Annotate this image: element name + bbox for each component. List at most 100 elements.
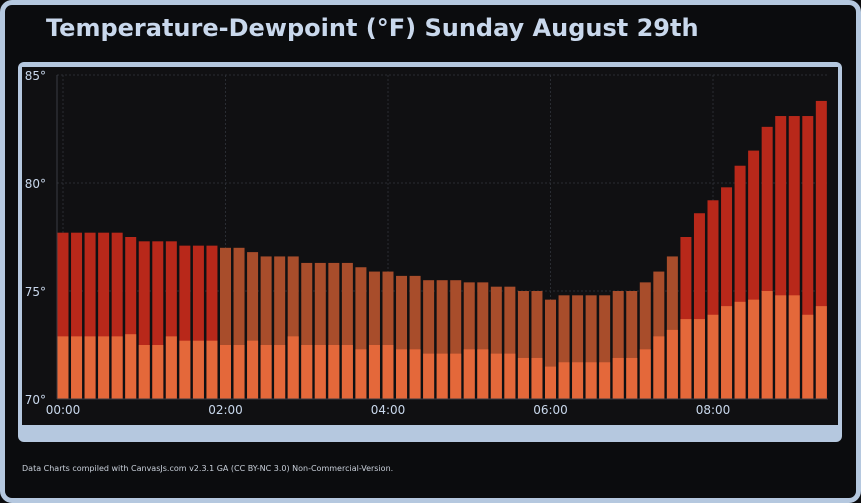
dewpoint-bar — [721, 306, 733, 399]
temperature-bar — [517, 291, 529, 399]
dewpoint-bar — [152, 345, 164, 399]
temperature-bar — [504, 286, 516, 399]
temperature-bar — [274, 256, 286, 399]
dewpoint-bar — [748, 299, 760, 399]
temperature-bar — [666, 256, 678, 399]
temperature-bar — [531, 291, 543, 399]
temperature-bar — [734, 165, 746, 399]
dewpoint-bar — [57, 336, 69, 399]
temperature-bar — [545, 299, 556, 399]
dewpoint-bar — [450, 353, 462, 399]
dewpoint-bar — [111, 336, 123, 399]
dewpoint-bar — [734, 301, 746, 399]
temperature-bar — [477, 282, 489, 399]
temperature-bar — [721, 187, 733, 399]
temperature-series — [57, 100, 827, 400]
dewpoint-bar — [355, 349, 367, 399]
axes — [56, 75, 828, 400]
temperature-bar — [111, 232, 123, 399]
temperature-bar — [179, 245, 191, 399]
temperature-bar — [287, 256, 299, 399]
temperature-bar — [192, 245, 204, 399]
dewpoint-bar — [599, 362, 611, 399]
temperature-bar — [71, 232, 83, 399]
temperature-bar — [355, 267, 367, 399]
dewpoint-bar — [802, 314, 814, 399]
temperature-bar — [680, 237, 692, 399]
dewpoint-bar — [179, 340, 191, 399]
dewpoint-bar — [585, 362, 597, 399]
y-tick-label: 70° — [25, 393, 46, 407]
temperature-bar — [98, 232, 110, 399]
temperature-bar — [490, 286, 502, 399]
temperature-bar — [220, 247, 231, 399]
credits-footer: Data Charts compiled with CanvasJs.com v… — [22, 464, 394, 473]
y-tick-label: 75° — [25, 285, 46, 299]
dewpoint-bar — [98, 336, 110, 399]
temperature-bar — [409, 275, 421, 399]
temperature-bar — [626, 291, 638, 399]
dewpoint-bar — [558, 362, 570, 399]
dewpoint-bar — [775, 295, 787, 399]
x-tick-label: 04:00 — [371, 403, 406, 417]
dewpoint-bar — [382, 345, 394, 399]
dewpoint-bar — [761, 291, 773, 399]
temperature-bar — [206, 245, 218, 399]
dewpoint-bar — [490, 353, 502, 399]
dewpoint-bar — [815, 306, 827, 399]
temperature-bar — [815, 100, 827, 400]
temperature-bar — [125, 237, 137, 399]
temperature-bar — [368, 271, 380, 399]
dewpoint-bar — [247, 340, 259, 399]
x-tick-label: 06:00 — [533, 403, 568, 417]
dewpoint-bar — [274, 345, 286, 399]
x-tick-label: 08:00 — [696, 403, 731, 417]
dewpoint-bar — [314, 345, 326, 399]
y-tick-label: 80° — [25, 177, 46, 191]
temperature-bar — [693, 213, 705, 399]
temperature-bar — [165, 241, 177, 399]
dewpoint-bar — [233, 345, 245, 399]
dewpoint-bar — [206, 340, 218, 399]
temperature-bar — [57, 232, 69, 399]
temperature-bar — [84, 232, 96, 399]
dewpoint-bar — [368, 345, 380, 399]
dewpoint-bar — [666, 329, 678, 399]
y-axis-labels: 70° 75° 80° 85° — [25, 69, 46, 407]
dewpoint-bar — [612, 357, 624, 399]
y-tick-label: 85° — [25, 69, 46, 83]
temperature-bar — [802, 116, 814, 399]
dewpoint-bar — [436, 353, 448, 399]
dewpoint-bar — [531, 357, 543, 399]
dewpoint-bar — [301, 345, 313, 399]
temperature-bar — [707, 200, 719, 399]
dewpoint-bar — [653, 336, 665, 399]
temperature-bar — [612, 291, 624, 399]
dewpoint-bar — [409, 349, 421, 399]
temperature-bar — [653, 271, 665, 399]
temperature-bar — [396, 275, 408, 399]
temperature-bar — [599, 295, 611, 399]
x-tick-label: 00:00 — [46, 403, 81, 417]
temperature-bar — [572, 295, 584, 399]
dewpoint-bar — [192, 340, 204, 399]
temperature-bar — [233, 247, 245, 399]
dewpoint-bar — [423, 353, 435, 399]
dewpoint-bar — [287, 336, 299, 399]
temperature-bar — [138, 241, 150, 399]
x-axis-labels: 00:00 02:00 04:00 06:00 08:00 — [46, 403, 731, 417]
temperature-bar — [314, 262, 326, 399]
dewpoint-bar — [71, 336, 83, 399]
dewpoint-bar — [545, 366, 556, 399]
temperature-bar — [639, 282, 651, 399]
temperature-bar — [423, 280, 435, 399]
dewpoint-bar — [680, 319, 692, 399]
dewpoint-bar — [165, 336, 177, 399]
dewpoint-bar — [626, 357, 638, 399]
dewpoint-bar — [125, 334, 137, 399]
dewpoint-bar — [260, 345, 272, 399]
dewpoint-bar — [463, 349, 475, 399]
temperature-bar — [152, 241, 164, 399]
temperature-bar — [585, 295, 597, 399]
dewpoint-bar — [84, 336, 96, 399]
